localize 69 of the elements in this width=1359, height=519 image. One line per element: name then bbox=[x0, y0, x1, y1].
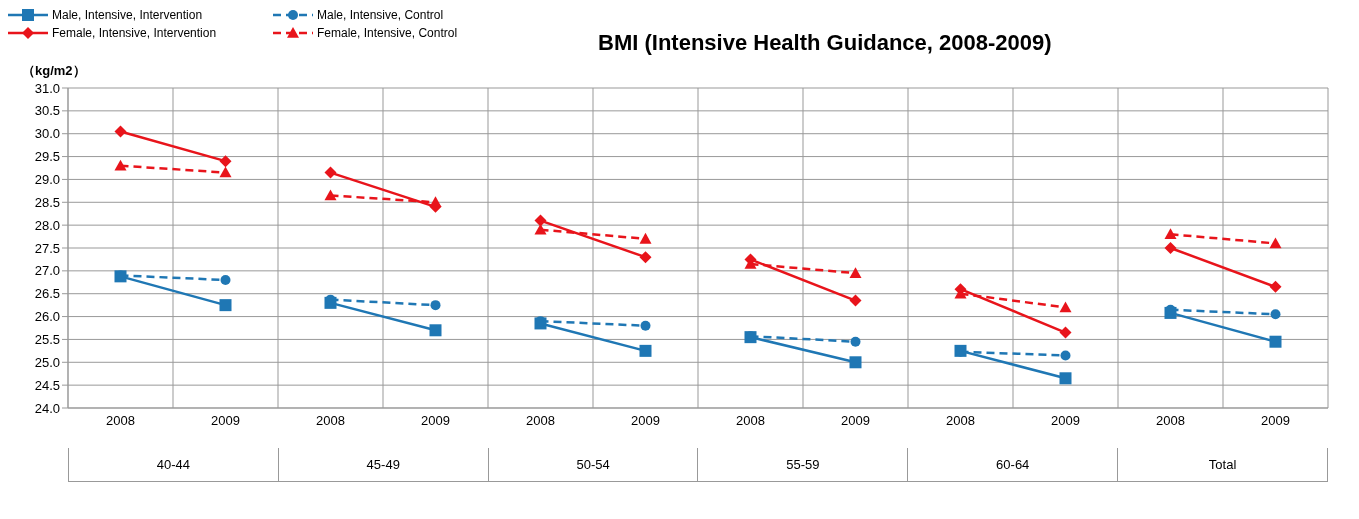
point bbox=[640, 320, 651, 331]
point bbox=[114, 159, 127, 171]
y-tick-label: 26.5 bbox=[34, 286, 60, 302]
x-tick-label: 2009 bbox=[631, 413, 660, 429]
legend-label: Male, Intensive, Intervention bbox=[52, 8, 203, 22]
y-tick-label: 30.0 bbox=[34, 126, 60, 142]
point bbox=[1059, 326, 1072, 339]
point bbox=[1164, 242, 1177, 254]
point bbox=[1269, 237, 1282, 249]
y-axis-title: （kg/m2） bbox=[22, 62, 86, 80]
point bbox=[1270, 309, 1281, 320]
y-tick-label: 31.0 bbox=[34, 80, 60, 96]
y-tick-label: 30.5 bbox=[34, 103, 60, 119]
point bbox=[219, 166, 232, 178]
text: 40-44 bbox=[68, 448, 278, 482]
x-tick-label: 2009 bbox=[841, 413, 870, 429]
point bbox=[219, 299, 232, 312]
legend-label: Female, Intensive, Intervention bbox=[52, 26, 217, 40]
legend-label: Female, Intensive, Control bbox=[317, 26, 458, 40]
y-tick-label: 24.5 bbox=[34, 377, 60, 393]
x-tick-label: 2009 bbox=[1261, 413, 1290, 429]
y-tick-label: 28.0 bbox=[34, 217, 60, 233]
legend-label: Male, Intensive, Control bbox=[317, 8, 444, 22]
point bbox=[1269, 335, 1282, 348]
y-tick-label: 24.0 bbox=[34, 400, 60, 416]
y-tick-label: 27.0 bbox=[34, 263, 60, 279]
point bbox=[639, 344, 652, 357]
chart-title: BMI (Intensive Health Guidance, 2008-2009) bbox=[598, 30, 1052, 56]
point bbox=[114, 125, 127, 138]
y-tick-label: 26.0 bbox=[34, 309, 60, 325]
x-tick-label: 2008 bbox=[316, 413, 345, 429]
point bbox=[219, 155, 232, 168]
y-tick-label: 28.5 bbox=[34, 194, 60, 210]
y-tick-label: 27.5 bbox=[34, 240, 60, 256]
y-tick-label: 29.0 bbox=[34, 172, 60, 188]
point bbox=[429, 324, 442, 337]
y-tick-label: 29.5 bbox=[34, 149, 60, 165]
x-tick-label: 2009 bbox=[421, 413, 450, 429]
text: 50-54 bbox=[487, 448, 698, 482]
point bbox=[849, 356, 862, 369]
x-tick-label: 2009 bbox=[211, 413, 240, 429]
point bbox=[1269, 280, 1282, 293]
point bbox=[1059, 301, 1072, 313]
x-tick-label: 2009 bbox=[1051, 413, 1080, 429]
point bbox=[639, 251, 652, 264]
point bbox=[1060, 350, 1071, 361]
x-tick-label: 2008 bbox=[736, 413, 765, 429]
text: Total bbox=[1117, 448, 1328, 482]
x-tick-label: 2008 bbox=[526, 413, 555, 429]
text: 60-64 bbox=[907, 448, 1118, 482]
point bbox=[534, 214, 547, 227]
x-tick-label: 2008 bbox=[1156, 413, 1185, 429]
y-tick-label: 25.0 bbox=[34, 354, 60, 370]
point bbox=[324, 166, 337, 179]
point bbox=[1059, 372, 1072, 385]
point bbox=[850, 336, 861, 347]
point bbox=[849, 267, 862, 278]
y-tick-label: 25.5 bbox=[34, 332, 60, 348]
point bbox=[430, 300, 441, 311]
point bbox=[849, 294, 862, 307]
point bbox=[639, 232, 652, 244]
text: 45-49 bbox=[277, 448, 488, 482]
x-tick-label: 2008 bbox=[946, 413, 975, 429]
point bbox=[324, 189, 337, 201]
text: 55-59 bbox=[697, 448, 908, 482]
point bbox=[429, 196, 442, 208]
point bbox=[1164, 228, 1177, 240]
point bbox=[220, 275, 231, 285]
x-tick-label: 2008 bbox=[106, 413, 135, 429]
